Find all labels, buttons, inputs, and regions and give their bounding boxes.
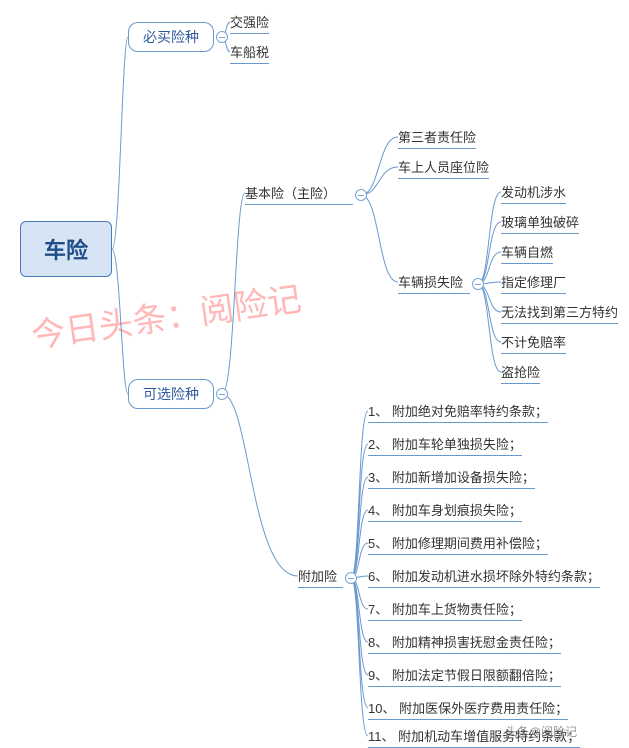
watermark-main: 今日头条：阅险记	[28, 271, 304, 357]
leaf-addon-6[interactable]: 7、 附加车上货物责任险；	[368, 599, 522, 621]
leaf-addon-0[interactable]: 1、 附加绝对免赔率特约条款；	[368, 401, 548, 423]
collapse-toggle-2[interactable]	[355, 189, 367, 201]
leaf-basic-0[interactable]: 第三者责任险	[398, 127, 476, 149]
leaf-addon-9[interactable]: 10、 附加医保外医疗费用责任险；	[368, 698, 568, 720]
leaf-loss-5[interactable]: 不计免赔率	[501, 332, 566, 354]
leaf-addon-4[interactable]: 5、 附加修理期间费用补偿险；	[368, 533, 548, 555]
leaf-addon-2[interactable]: 3、 附加新增加设备损失险；	[368, 467, 535, 489]
mid-node-addon[interactable]: 附加险	[298, 566, 343, 588]
collapse-toggle-3[interactable]	[345, 572, 357, 584]
root-label: 车险	[44, 233, 88, 265]
root-node[interactable]: 车险	[20, 221, 112, 277]
leaf-basic-1[interactable]: 车上人员座位险	[398, 157, 489, 179]
collapse-toggle-0[interactable]	[216, 31, 228, 43]
leaf-addon-10[interactable]: 11、 附加机动车增值服务特约条款；	[368, 726, 580, 748]
leaf-loss-0[interactable]: 发动机涉水	[501, 182, 566, 204]
leaf-loss-3[interactable]: 指定修理厂	[501, 272, 566, 294]
leaf-loss-4[interactable]: 无法找到第三方特约	[501, 302, 618, 324]
leaf-addon-7[interactable]: 8、 附加精神损害抚慰金责任险；	[368, 632, 561, 654]
leaf-must-0[interactable]: 交强险	[230, 12, 269, 34]
leaf-loss-6[interactable]: 盗抢险	[501, 362, 540, 384]
leaf-must-1[interactable]: 车船税	[230, 42, 269, 64]
mid-node-basic[interactable]: 基本险（主险）	[245, 183, 353, 205]
level2-node-optional[interactable]: 可选险种	[128, 379, 214, 409]
leaf-loss-1[interactable]: 玻璃单独破碎	[501, 212, 579, 234]
leaf-addon-8[interactable]: 9、 附加法定节假日限额翻倍险；	[368, 665, 561, 687]
leaf-addon-3[interactable]: 4、 附加车身划痕损失险；	[368, 500, 522, 522]
leaf-addon-1[interactable]: 2、 附加车轮单独损失险；	[368, 434, 522, 456]
mid-node-loss[interactable]: 车辆损失险	[398, 272, 470, 294]
leaf-loss-2[interactable]: 车辆自燃	[501, 242, 553, 264]
leaf-addon-5[interactable]: 6、 附加发动机进水损坏除外特约条款；	[368, 566, 600, 588]
collapse-toggle-4[interactable]	[472, 278, 484, 290]
collapse-toggle-1[interactable]	[216, 388, 228, 400]
level2-node-must[interactable]: 必买险种	[128, 22, 214, 52]
